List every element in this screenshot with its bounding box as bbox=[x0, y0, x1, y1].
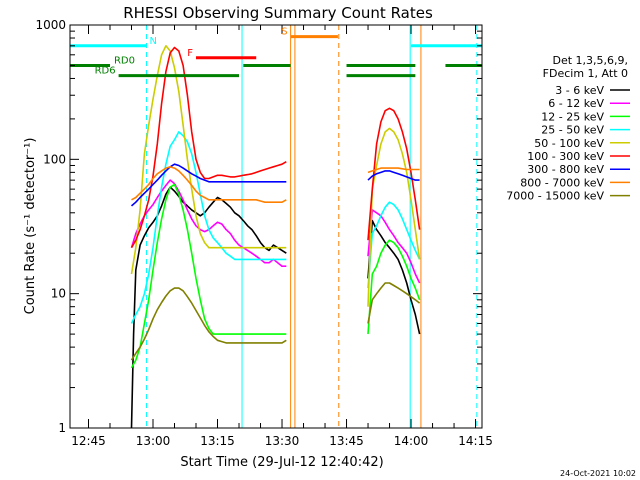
y-tick-label: 1000 bbox=[35, 18, 66, 32]
annotation-label: RD6 bbox=[95, 66, 116, 77]
series-line bbox=[367, 219, 421, 335]
series-line bbox=[367, 209, 421, 284]
series-line bbox=[130, 183, 287, 369]
y-tick-label: 1 bbox=[58, 421, 66, 435]
series-line bbox=[367, 282, 421, 324]
y-tick-label: 10 bbox=[51, 287, 66, 301]
legend-entry-label: 12 - 25 keV bbox=[541, 110, 604, 123]
legend-entry-label: 7000 - 15000 keV bbox=[506, 190, 604, 203]
series-line bbox=[130, 287, 287, 361]
x-tick-label: 13:00 bbox=[136, 434, 171, 448]
legend: Det 1,3,5,6,9,FDecim 1, Att 0 3 - 6 keV6 … bbox=[506, 54, 630, 203]
series-line bbox=[130, 163, 287, 207]
y-axis-label: Count Rate (s⁻¹ detector⁻¹) bbox=[23, 138, 38, 315]
annotation-label: RD0 bbox=[114, 55, 135, 66]
x-tick-label: 13:45 bbox=[329, 434, 364, 448]
annotation-label: S bbox=[281, 27, 287, 38]
series-line bbox=[367, 201, 421, 289]
legend-entry-label: 100 - 300 keV bbox=[527, 150, 604, 163]
annotation-label: N bbox=[150, 36, 157, 47]
legend-header: FDecim 1, Att 0 bbox=[543, 67, 628, 80]
series-line bbox=[367, 127, 421, 307]
series-line bbox=[367, 170, 420, 181]
date-stamp: 24-Oct-2021 10:02 bbox=[560, 469, 636, 478]
legend-entry-label: 3 - 6 keV bbox=[555, 84, 604, 97]
legend-entry-label: 25 - 50 keV bbox=[541, 124, 604, 137]
plot-frame bbox=[69, 24, 483, 429]
x-tick-label: 12:45 bbox=[71, 434, 106, 448]
series-line bbox=[130, 46, 287, 249]
y-tick-label: 100 bbox=[43, 152, 66, 166]
x-axis-label: Start Time (29-Jul-12 12:40:42) bbox=[180, 455, 383, 470]
legend-header: Det 1,3,5,6,9, bbox=[552, 54, 628, 67]
legend-entry-label: 800 - 7000 keV bbox=[520, 176, 604, 189]
chart-title: RHESSI Observing Summary Count Rates bbox=[123, 4, 433, 22]
legend-entry-label: 6 - 12 keV bbox=[548, 97, 604, 110]
series-line bbox=[130, 131, 287, 324]
legend-entry-label: 50 - 100 keV bbox=[534, 137, 604, 150]
series-line bbox=[130, 186, 287, 428]
x-tick-label: 14:15 bbox=[458, 434, 493, 448]
x-tick-label: 14:00 bbox=[394, 434, 429, 448]
series-line bbox=[131, 166, 287, 203]
series-line bbox=[130, 179, 287, 268]
annotation-label: F bbox=[187, 48, 193, 59]
legend-entry-label: 300 - 800 keV bbox=[527, 163, 604, 176]
series-line bbox=[367, 107, 421, 241]
x-tick-label: 13:30 bbox=[265, 434, 300, 448]
series-line bbox=[367, 167, 420, 174]
x-tick-label: 13:15 bbox=[200, 434, 235, 448]
series-line bbox=[367, 239, 421, 335]
